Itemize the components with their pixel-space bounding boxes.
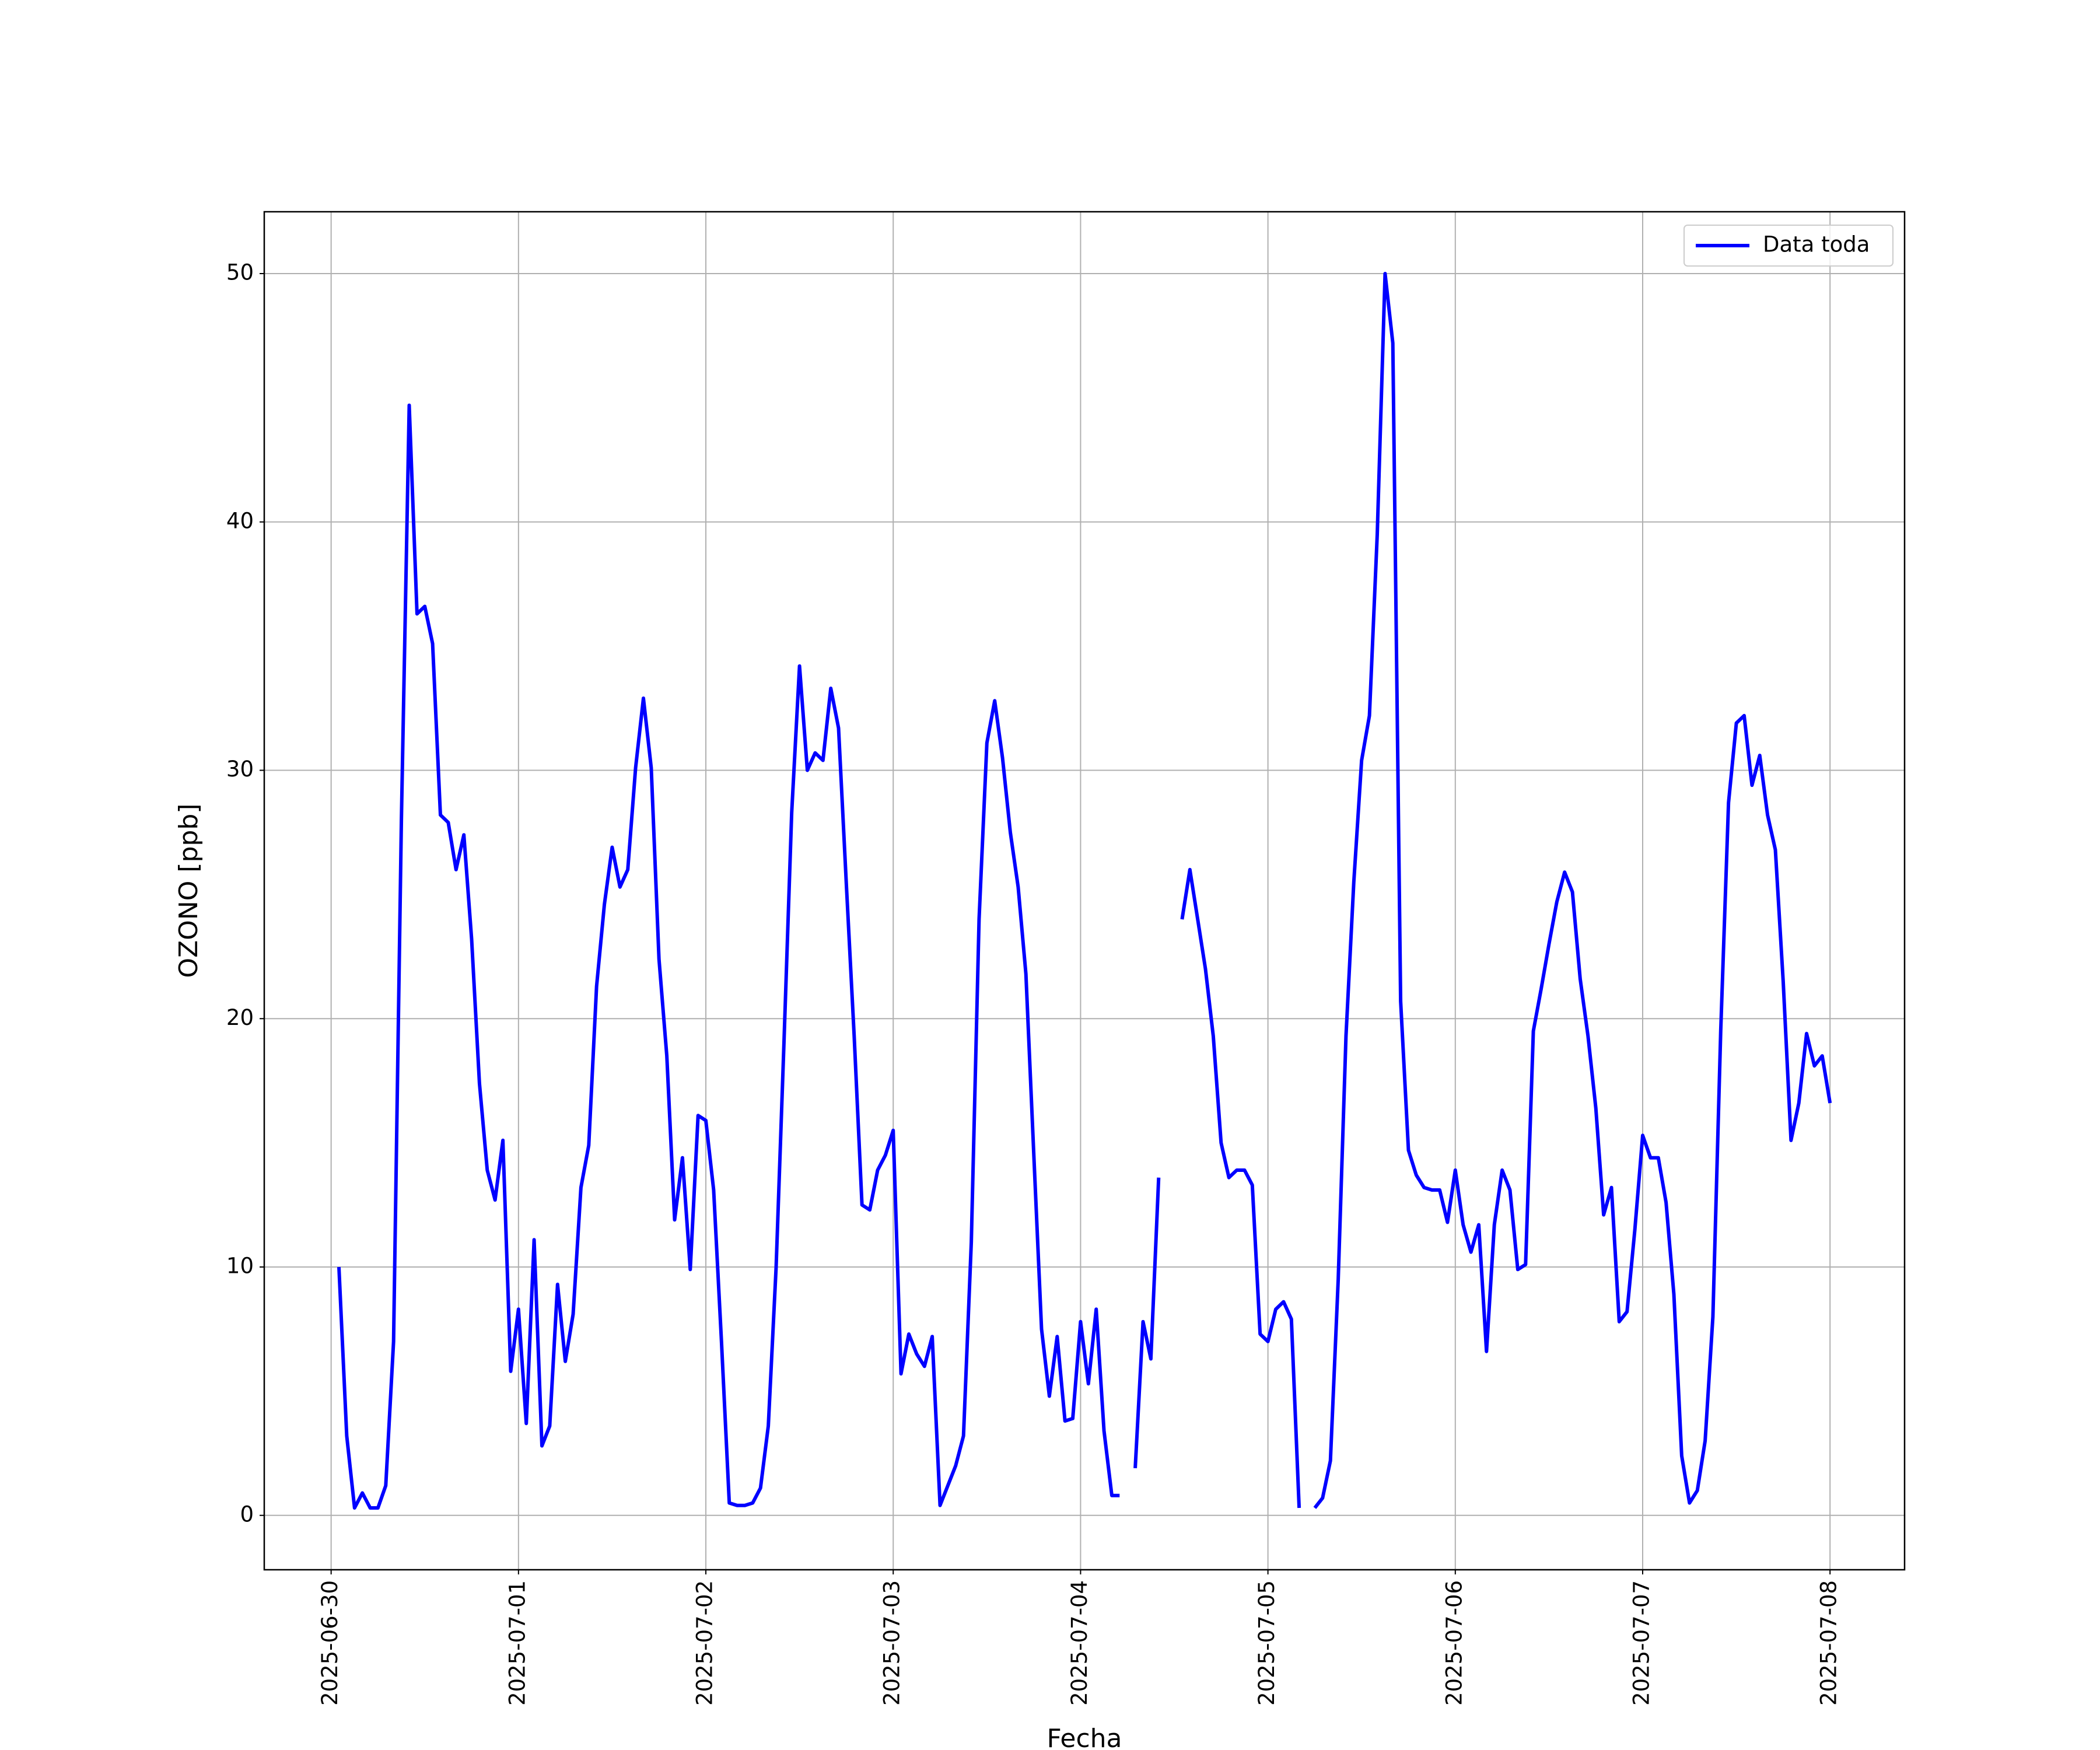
x-tick-label: 2025-07-03 [880,1580,905,1706]
y-tick-label: 10 [226,1254,254,1279]
data-line [337,272,1832,1510]
x-tick-label: 2025-07-02 [692,1580,718,1706]
y-tick-label: 0 [240,1502,254,1527]
y-tick-label: 30 [226,757,254,782]
x-tick-label: 2025-07-01 [505,1580,530,1706]
x-tick-label: 2025-07-05 [1254,1580,1279,1706]
y-tick-label: 40 [226,508,254,533]
legend-box [1684,225,1894,267]
y-axis-label: OZONO [ppb] [174,803,204,978]
x-tick-label: 2025-07-06 [1441,1580,1466,1706]
x-tick-label: 2025-07-04 [1067,1580,1092,1706]
x-tick-label: 2025-07-08 [1817,1580,1842,1706]
legend-label: Data toda [1763,232,1870,257]
x-tick-label: 2025-07-07 [1629,1580,1654,1706]
x-tick-label: 2025-06-30 [317,1580,342,1706]
x-axis-label: Fecha [1046,1724,1122,1750]
y-tick-label: 50 [226,260,254,285]
y-tick-label: 20 [226,1005,254,1030]
plot-frame [263,211,1906,1571]
